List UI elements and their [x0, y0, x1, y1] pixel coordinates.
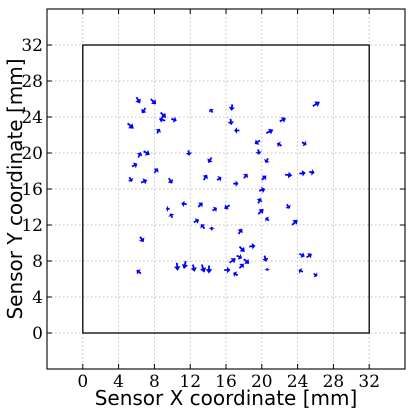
- arrow-mark: [139, 236, 145, 243]
- y-tick-label: 16: [21, 180, 43, 200]
- y-tick-label: 20: [21, 144, 43, 164]
- arrow-mark: [127, 176, 134, 182]
- arrow-mark: [224, 204, 231, 210]
- arrow-mark: [155, 128, 161, 134]
- arrow-mark: [166, 205, 170, 212]
- arrow-mark: [234, 127, 240, 134]
- arrow-mark: [190, 264, 197, 272]
- arrow-mark: [136, 269, 142, 275]
- arrow-mark: [312, 101, 320, 107]
- arrow-mark: [236, 254, 243, 260]
- arrow-mark: [200, 224, 206, 230]
- arrow-mark: [216, 176, 222, 182]
- arrow-mark: [243, 173, 248, 179]
- y-axis-title: Sensor Y coordinate [mm]: [3, 58, 27, 319]
- arrow-mark: [208, 108, 214, 113]
- y-tick-label: 4: [32, 288, 43, 308]
- x-tick-label: 16: [215, 372, 237, 392]
- y-tick-label: 8: [32, 252, 43, 272]
- arrow-mark: [131, 162, 138, 169]
- x-axis-title: Sensor X coordinate [mm]: [95, 386, 358, 410]
- arrow-mark: [229, 258, 236, 264]
- arrow-mark: [264, 157, 270, 163]
- arrow-mark: [285, 203, 291, 209]
- x-tick-label: 4: [113, 372, 124, 392]
- arrow-mark: [200, 264, 207, 273]
- arrow-mark: [291, 219, 298, 226]
- arrow-mark: [227, 118, 234, 126]
- arrow-mark: [257, 208, 264, 215]
- x-tick-label: 12: [179, 372, 201, 392]
- arrow-mark: [298, 268, 304, 274]
- arrow-mark: [306, 253, 312, 259]
- x-tick-label: 28: [323, 372, 345, 392]
- arrow-mark: [277, 141, 282, 148]
- arrow-mark: [237, 228, 243, 235]
- arrow-mark: [243, 258, 250, 264]
- arrow-mark: [167, 177, 173, 184]
- arrow-mark: [212, 206, 217, 213]
- arrow-mark: [135, 96, 141, 104]
- arrow-mark: [171, 116, 177, 123]
- arrow-mark: [265, 128, 274, 135]
- arrow-mark: [168, 213, 175, 219]
- arrow-mark: [261, 175, 267, 181]
- arrow-mark: [309, 169, 315, 176]
- arrow-mark: [238, 246, 245, 252]
- arrow-mark: [185, 150, 192, 156]
- arrow-mark: [153, 168, 159, 174]
- arrow-mark: [299, 170, 306, 177]
- arrow-mark: [262, 255, 269, 262]
- arrow-mark: [158, 116, 166, 123]
- arrow-mark: [141, 107, 147, 114]
- y-tick-label: 28: [21, 72, 43, 92]
- arrow-mark: [181, 200, 187, 208]
- arrow-mark: [233, 271, 239, 277]
- x-tick-label: 24: [287, 372, 309, 392]
- arrow-mark: [143, 150, 150, 156]
- arrow-mark: [205, 265, 213, 274]
- arrow-mark: [279, 117, 286, 123]
- axis-ticks: 0 4 8 12 16 20 24 28 32 0 4 8 12 16 20 24 28 32: [21, 9, 405, 392]
- arrow-mark: [255, 149, 262, 155]
- axes-frame: [46, 8, 406, 370]
- arrow-mark: [265, 216, 270, 222]
- arrow-mark: [181, 260, 188, 270]
- arrow-mark: [313, 272, 318, 278]
- arrow-mark: [264, 268, 271, 271]
- arrow-mark: [208, 226, 215, 231]
- arrow-mark: [254, 139, 261, 145]
- y-tick-label: 32: [21, 36, 43, 56]
- y-tick-label: 0: [32, 324, 43, 344]
- arrow-field: [127, 96, 320, 278]
- x-tick-label: 20: [251, 372, 273, 392]
- arrow-mark: [249, 243, 256, 250]
- arrow-mark: [197, 202, 203, 208]
- arrow-mark: [160, 111, 166, 118]
- arrow-mark: [233, 180, 239, 187]
- arrow-mark: [228, 104, 235, 111]
- arrow-mark: [207, 157, 213, 163]
- arrow-mark: [174, 262, 181, 271]
- x-tick-label: 8: [149, 372, 160, 392]
- arrow-mark: [285, 171, 293, 179]
- sensor-outline: [82, 44, 370, 334]
- arrow-mark: [202, 174, 208, 181]
- x-tick-label: 0: [77, 372, 88, 392]
- arrow-mark: [127, 122, 134, 129]
- arrow-mark: [224, 266, 231, 274]
- arrow-mark: [256, 198, 263, 204]
- arrow-mark: [258, 186, 266, 194]
- arrow-mark: [136, 152, 143, 158]
- y-tick-label: 12: [21, 216, 43, 236]
- x-tick-label: 32: [358, 372, 380, 392]
- y-tick-label: 24: [21, 108, 43, 128]
- arrow-mark: [140, 178, 148, 185]
- arrow-mark: [193, 218, 200, 224]
- arrow-mark: [238, 263, 244, 269]
- arrow-mark: [150, 98, 157, 105]
- arrow-mark: [299, 252, 305, 258]
- arrow-mark: [301, 140, 307, 147]
